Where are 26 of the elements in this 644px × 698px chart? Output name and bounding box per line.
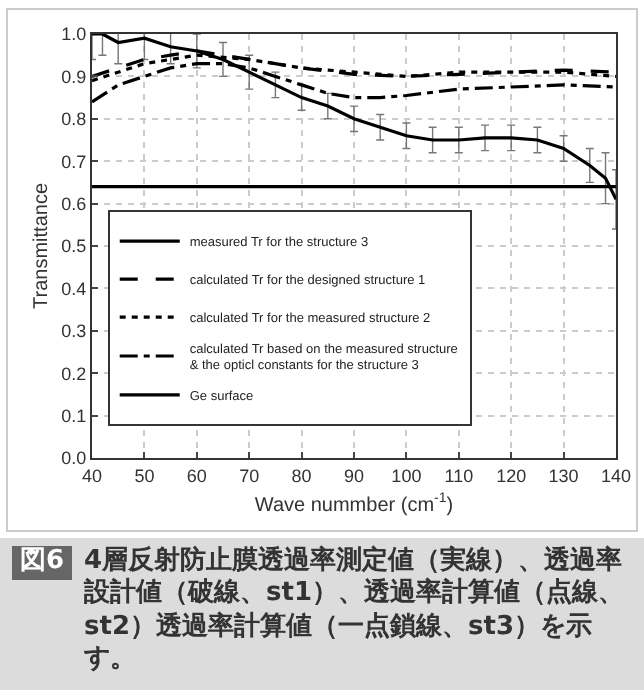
y-tick-label: 0.9 xyxy=(61,66,87,87)
x-tick-label: 40 xyxy=(81,465,103,486)
y-tick-label: 0.1 xyxy=(61,405,87,426)
x-tick-label: 110 xyxy=(444,465,474,486)
y-axis-title: Transmittance xyxy=(31,182,54,309)
x-tick-label: 70 xyxy=(239,465,260,486)
x-tick-label: 80 xyxy=(291,465,312,486)
y-tick-label: 1.0 xyxy=(61,24,87,45)
x-tick-label: 130 xyxy=(548,465,579,486)
y-tick-label: 0.7 xyxy=(61,151,87,172)
y-tick-label: 0.3 xyxy=(61,321,87,342)
y-tick-label: 0.6 xyxy=(61,193,87,214)
y-tick-label: 0.5 xyxy=(61,236,87,257)
x-tick-label: 100 xyxy=(391,465,422,486)
caption: 図6 xyxy=(12,546,73,580)
y-tick-label: 0.0 xyxy=(61,448,87,469)
x-tick-label: 140 xyxy=(600,465,632,486)
x-tick-label: 50 xyxy=(134,465,155,486)
y-tick-label: 0.4 xyxy=(61,278,87,299)
y-tick-label: 0.2 xyxy=(61,363,87,384)
x-tick-label: 60 xyxy=(186,465,207,486)
text: 4層反射防止膜透過率測定値（実線）、透過率設計値（破線、st1）、透過率計算値（点線、st2）透過率計算値（一点鎖線、st3）を示す。 xyxy=(84,546,627,678)
x-tick-label: 120 xyxy=(496,465,527,486)
x-axis-title: Wave nummber (cm$^{-1}$) xyxy=(254,492,454,517)
x-tick-label: 90 xyxy=(343,465,365,486)
y-tick-label: 0.8 xyxy=(61,109,87,130)
